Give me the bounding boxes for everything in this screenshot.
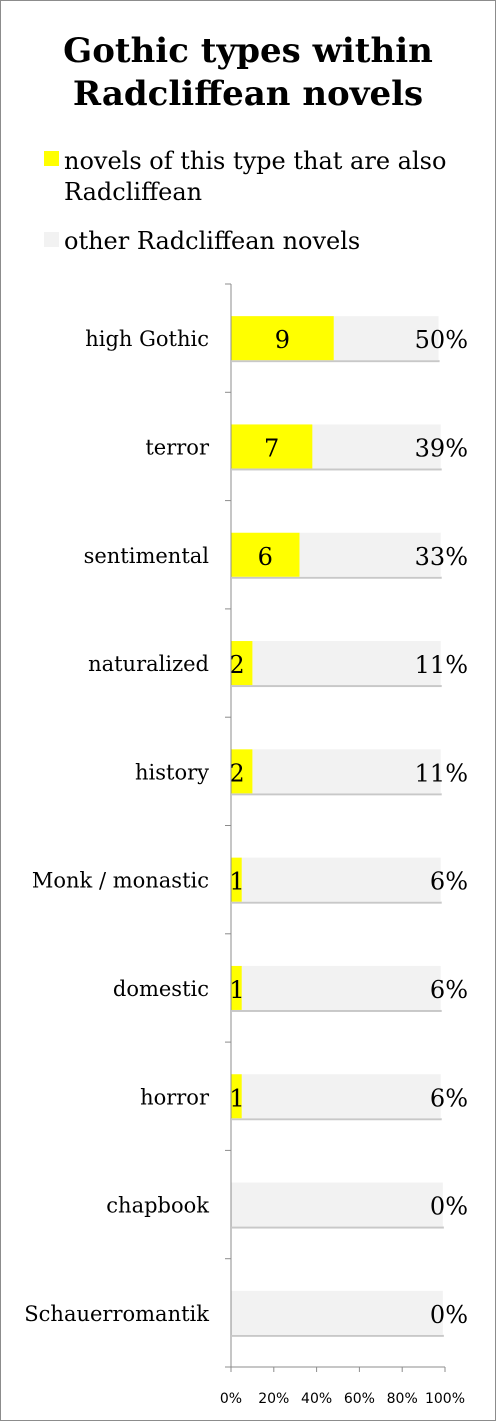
bar-other-radcliffean	[231, 1182, 443, 1227]
bar-other-radcliffean	[231, 641, 441, 686]
bar-radcliffean	[231, 857, 242, 902]
data-label-percent: 50%	[415, 326, 468, 354]
bar-radcliffean	[231, 749, 253, 794]
bar-other-radcliffean	[231, 749, 441, 794]
bar-radcliffean	[231, 641, 253, 686]
bar-shadow	[232, 1334, 444, 1337]
chart-title-line-2: Radcliffean novels	[72, 74, 424, 114]
category-label: naturalized	[88, 652, 209, 676]
chart-title-line-1: Gothic types within	[63, 31, 433, 71]
category-label: sentimental	[84, 544, 210, 568]
data-label-count: 1	[229, 976, 244, 1004]
data-label-count: 2	[229, 759, 244, 787]
bar-radcliffean	[231, 965, 242, 1010]
bar-other-radcliffean	[231, 1074, 441, 1119]
x-tick-label: 0%	[220, 1391, 242, 1407]
category-label: high Gothic	[85, 327, 209, 351]
bar-shadow	[232, 901, 442, 904]
bar-shadow	[232, 1226, 444, 1229]
bar-other-radcliffean	[231, 1290, 443, 1335]
category-label: domestic	[113, 977, 209, 1001]
category-label: Schauerromantik	[24, 1302, 209, 1326]
bar-radcliffean	[231, 1074, 242, 1119]
data-label-count: 1	[229, 868, 244, 896]
legend-label-radcliffean-line-1: novels of this type that are also	[64, 147, 447, 175]
legend-swatch-other	[44, 232, 59, 247]
category-label: history	[135, 760, 209, 784]
bar-shadow	[232, 468, 442, 471]
bar-shadow	[232, 1009, 442, 1012]
x-tick-label: 20%	[258, 1391, 289, 1407]
data-label-percent: 6%	[430, 1084, 468, 1112]
x-tick-label: 40%	[301, 1391, 332, 1407]
category-label: chapbook	[106, 1194, 209, 1218]
legend-label-other: other Radcliffean novels	[64, 227, 361, 255]
data-label-count: 7	[264, 434, 279, 462]
bar-shadow	[232, 360, 440, 363]
x-tick-label: 100%	[425, 1391, 465, 1407]
legend-swatch-radcliffean	[44, 151, 59, 166]
bar-shadow	[232, 685, 442, 688]
x-tick-label: 60%	[344, 1391, 375, 1407]
bar-shadow	[232, 1118, 442, 1121]
data-label-percent: 11%	[415, 759, 468, 787]
bar-radcliffean	[231, 532, 300, 577]
legend-label-radcliffean-line-2: Radcliffean	[64, 178, 203, 206]
bar-other-radcliffean	[231, 857, 441, 902]
category-label: horror	[140, 1085, 210, 1109]
data-label-percent: 39%	[415, 434, 468, 462]
bar-shadow	[232, 793, 442, 796]
bar-other-radcliffean	[231, 965, 441, 1010]
data-label-count: 1	[229, 1084, 244, 1112]
data-label-count: 2	[229, 651, 244, 679]
data-label-count: 6	[258, 543, 273, 571]
x-tick-label: 80%	[387, 1391, 418, 1407]
data-label-percent: 0%	[430, 1301, 468, 1329]
bar-radcliffean	[231, 316, 334, 361]
data-label-percent: 0%	[430, 1193, 468, 1221]
bar-shadow	[232, 576, 442, 579]
data-label-percent: 33%	[415, 543, 468, 571]
data-label-percent: 6%	[430, 868, 468, 896]
category-label: Monk / monastic	[32, 869, 209, 893]
category-label: terror	[145, 435, 210, 459]
bar-radcliffean	[231, 424, 313, 469]
data-label-percent: 11%	[415, 651, 468, 679]
data-label-count: 9	[275, 326, 290, 354]
data-label-percent: 6%	[430, 976, 468, 1004]
